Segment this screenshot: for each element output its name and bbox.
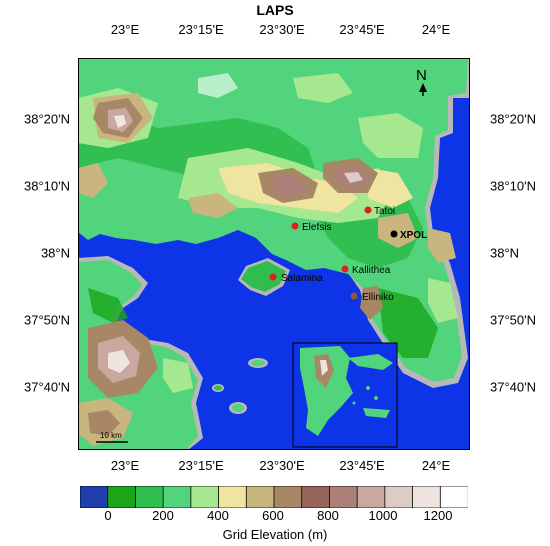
- scale-bar-label: 10 km: [100, 431, 122, 440]
- colorbar-swatch: [245, 486, 275, 508]
- lon-tick-bottom: 23°45'E: [339, 458, 385, 473]
- elevation-colorbar: [80, 486, 468, 508]
- elevation-map: Tatoi Elefsis XPOL Kallithea Salamina El…: [78, 58, 470, 450]
- stations-layer: Tatoi Elefsis XPOL Kallithea Salamina El…: [269, 206, 427, 303]
- station-label-kallithea: Kallithea: [352, 265, 391, 276]
- lon-tick-bottom: 24°E: [421, 458, 451, 473]
- lat-tick-right: 38°10'N: [490, 178, 536, 194]
- colorbar-swatch: [384, 486, 414, 508]
- lon-tick-bottom: 23°30'E: [259, 458, 305, 473]
- lon-tick-top: 23°45'E: [339, 22, 385, 37]
- lat-tick-left: 38°N: [40, 245, 70, 261]
- colorbar-swatch: [412, 486, 441, 508]
- colorbar-tick-label: 600: [262, 508, 284, 523]
- colorbar-tick-label: 400: [207, 508, 229, 523]
- colorbar-swatch: [162, 486, 192, 508]
- colorbar-tick-label: 1200: [423, 508, 453, 523]
- colorbar-title: Grid Elevation (m): [222, 527, 328, 542]
- station-marker-xpol: [390, 230, 398, 238]
- lon-tick-bottom: 23°15'E: [178, 458, 224, 473]
- station-marker-salamina: [269, 273, 277, 281]
- lat-tick-left: 37°50'N: [24, 312, 70, 328]
- colorbar-tick-label: 800: [317, 508, 339, 523]
- map-frame: [78, 58, 470, 450]
- colorbar-tick-label: 200: [152, 508, 174, 523]
- station-label-salamina: Salamina: [281, 273, 323, 284]
- colorbar-swatch: [329, 486, 358, 508]
- colorbar-swatch: [218, 486, 247, 508]
- colorbar-swatch: [439, 486, 468, 508]
- lon-tick-top: 24°E: [421, 22, 451, 37]
- station-label-tatoi: Tatoi: [374, 206, 395, 217]
- lon-tick-top: 23°30'E: [259, 22, 305, 37]
- lon-tick-bottom: 23°E: [110, 458, 140, 473]
- colorbar-swatch: [80, 486, 109, 508]
- elevation-shading: [78, 73, 458, 446]
- north-arrow-icon: [419, 83, 427, 92]
- north-arrow-label: N: [416, 67, 427, 84]
- colorbar-swatch: [107, 486, 137, 508]
- lat-tick-left: 38°20'N: [24, 111, 70, 127]
- colorbar-tick-label: 1000: [368, 508, 398, 523]
- map-title: LAPS: [256, 2, 294, 18]
- station-marker-tatoi: [364, 206, 372, 214]
- north-arrow: N: [416, 67, 427, 96]
- lon-tick-top: 23°15'E: [178, 22, 224, 37]
- station-marker-elefsis: [291, 222, 299, 230]
- colorbar-swatch: [135, 486, 164, 508]
- lat-tick-left: 37°40'N: [24, 379, 70, 395]
- station-label-xpol: XPOL: [400, 230, 427, 241]
- colorbar-swatch: [273, 486, 303, 508]
- scale-bar: 10 km: [96, 431, 128, 443]
- lon-tick-top: 23°E: [110, 22, 140, 37]
- lat-tick-right: 38°N: [490, 245, 520, 261]
- station-marker-elliniko: [350, 292, 358, 300]
- lat-tick-right: 37°50'N: [490, 312, 536, 328]
- colorbar-tick-label: 0: [104, 508, 112, 523]
- station-label-elefsis: Elefsis: [302, 222, 331, 233]
- colorbar-swatch: [356, 486, 386, 508]
- station-label-elliniko: Elliniko: [362, 292, 394, 303]
- station-marker-kallithea: [341, 265, 349, 273]
- colorbar-swatch: [301, 486, 331, 508]
- lat-tick-left: 38°10'N: [24, 178, 70, 194]
- lat-tick-right: 37°40'N: [490, 379, 536, 395]
- greece-inset: [292, 342, 398, 448]
- lat-tick-right: 38°20'N: [490, 111, 536, 127]
- colorbar-swatch: [190, 486, 220, 508]
